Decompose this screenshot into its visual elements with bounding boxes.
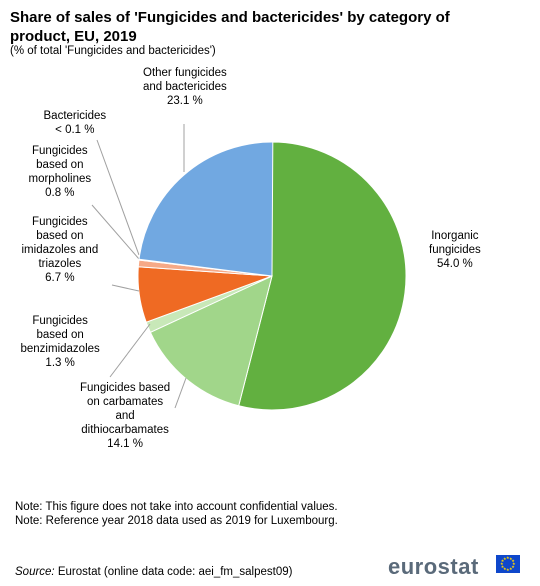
slice-label-line: Fungicides based <box>80 382 171 394</box>
slice-label-line: Fungicides <box>32 315 88 327</box>
slice-label-5: Fungicides based on morpholines 0.8 % <box>29 144 92 200</box>
slice-label-line: 23.1 % <box>166 95 203 107</box>
slice-label-1: Inorganic fungicides 54.0 % <box>429 229 481 271</box>
logo-text: eurostat <box>388 554 479 579</box>
flag-star-icon: ★ <box>506 567 510 572</box>
slice-label-line: Inorganic <box>431 230 479 242</box>
slice-label-6: Bactericides < 0.1 % <box>44 109 107 137</box>
chart-title: Share of sales of 'Fungicides and bacter… <box>10 9 450 45</box>
chart-subtitle: (% of total 'Fungicides and bactericides… <box>10 45 216 57</box>
slice-label-line: 6.7 % <box>45 272 75 284</box>
source-text: Eurostat (online data code: aei_fm_salpe… <box>57 566 293 578</box>
flag-star-icon: ★ <box>500 561 504 566</box>
flag-star-icon: ★ <box>509 566 513 572</box>
flag-star-icon: ★ <box>506 555 510 560</box>
slice-label-line: imidazoles and <box>21 244 99 256</box>
flag-star-icon: ★ <box>512 561 516 566</box>
eu-flag-icon: ★ ★ ★ ★ ★ ★ ★ ★ ★ ★ ★ ★ <box>496 555 520 573</box>
flag-star-icon: ★ <box>509 555 513 561</box>
flag-star-icon: ★ <box>503 555 507 561</box>
leader-line-3 <box>109 323 151 378</box>
slice-label-line: based on <box>36 230 84 242</box>
leader-line-2 <box>174 377 187 409</box>
slice-label-line: and bactericides <box>143 81 227 93</box>
source-key: Source: <box>15 566 55 578</box>
flag-star-icon: ★ <box>503 566 507 572</box>
slice-label-3: Fungicides based on benzimidazoles 1.3 % <box>21 314 100 370</box>
slice-label-line: Bactericides <box>43 110 107 122</box>
slice-label-line: fungicides <box>429 244 481 256</box>
leader-line-6 <box>96 139 140 256</box>
slice-label-line: 0.8 % <box>45 187 75 199</box>
pie-slice-7 <box>138 141 274 277</box>
slice-label-line: Other fungicides <box>143 67 227 79</box>
flag-star-icon: ★ <box>511 558 515 563</box>
slice-label-line: based on <box>36 329 84 341</box>
source-line: Source: Eurostat (online data code: aei_… <box>15 566 292 578</box>
slice-label-line: 14.1 % <box>107 438 143 450</box>
slice-label-line: dithiocarbamates <box>81 424 169 436</box>
slice-label-line: < 0.1 % <box>55 124 95 136</box>
flag-star-icon: ★ <box>500 558 505 563</box>
slice-label-line: benzimidazoles <box>20 343 100 355</box>
note-1: Note: This figure does not take into acc… <box>15 501 338 513</box>
note-2: Note: Reference year 2018 data used as 2… <box>15 515 338 527</box>
slice-label-4: Fungicides based on imidazoles and triazole… <box>22 215 99 285</box>
slice-label-7: Other fungicides and bactericides 23.1 % <box>143 66 227 108</box>
slice-label-line: and <box>115 410 135 422</box>
slice-label-line: on carbamates <box>87 396 164 408</box>
flag-star-icon: ★ <box>511 564 515 569</box>
notes: Note: This figure does not take into acc… <box>15 500 345 528</box>
flag-star-icon: ★ <box>500 564 505 569</box>
slice-label-2: Fungicides based on carbamates and dithioca… <box>80 381 170 451</box>
slice-label-line: 1.3 % <box>45 357 75 369</box>
slice-label-line: Fungicides <box>32 145 88 157</box>
pie-slice-1 <box>238 141 407 411</box>
eurostat-logo: eurostat ★ ★ ★ ★ ★ ★ ★ ★ ★ ★ ★ ★ <box>388 554 528 580</box>
slice-label-line: based on <box>36 159 84 171</box>
slice-label-line: 54.0 % <box>436 258 473 270</box>
slice-label-line: triazoles <box>38 258 82 270</box>
leader-line-4 <box>111 284 140 292</box>
leader-line-5 <box>91 204 140 260</box>
slice-label-line: Fungicides <box>32 216 88 228</box>
pie-slice-2 <box>149 275 273 407</box>
slice-label-line: morpholines <box>28 173 92 185</box>
